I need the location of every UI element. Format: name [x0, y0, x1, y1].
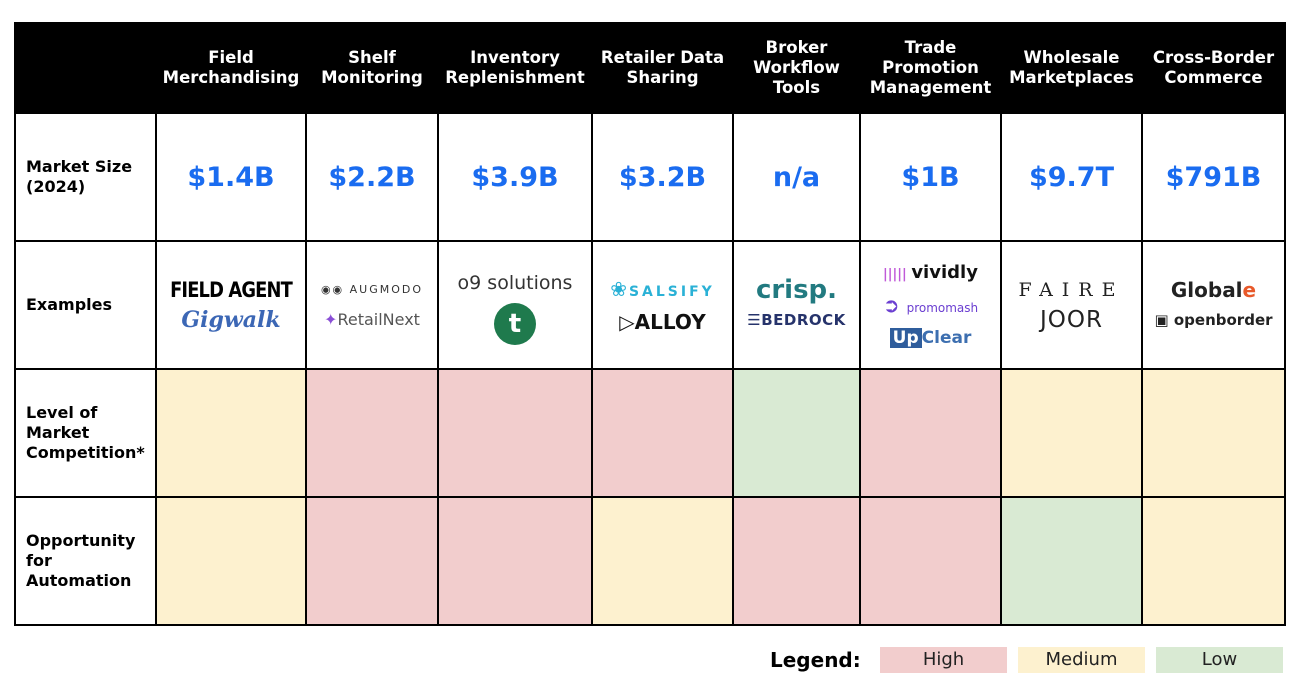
- legend: Legend: High Medium Low: [770, 646, 1294, 674]
- automation-cell: [437, 496, 593, 626]
- row-label-automation: Opportunity for Automation: [14, 496, 157, 626]
- column-header: Shelf Monitoring: [305, 22, 439, 114]
- legend-title: Legend:: [770, 648, 861, 672]
- column-header: Field Merchandising: [155, 22, 307, 114]
- legend-high: High: [880, 647, 1007, 673]
- header-row: Field Merchandising Shelf Monitoring Inven…: [14, 22, 1286, 114]
- market-size-value: $791B: [1141, 112, 1286, 242]
- market-size-value: n/a: [732, 112, 861, 242]
- market-comparison-table: Field Merchandising Shelf Monitoring Inven…: [14, 22, 1286, 626]
- competition-cell: [1141, 368, 1286, 498]
- salsify-logo: ❀SALSIFY: [610, 276, 715, 301]
- upclear-logo: Up Clear: [861, 326, 1000, 350]
- column-header: Broker Workflow Tools: [732, 22, 861, 114]
- competition-cell: [437, 368, 593, 498]
- competition-cell: [1000, 368, 1143, 498]
- column-header: Retailer Data Sharing: [591, 22, 734, 114]
- global-e-logo: Globale: [1170, 278, 1257, 302]
- faire-logo: FAIRE: [1018, 279, 1125, 301]
- examples-cell: ❀SALSIFY ▷ALLOY: [591, 240, 734, 370]
- bedrock-logo: ☰BEDROCK: [747, 311, 846, 329]
- market-size-value: $3.9B: [437, 112, 593, 242]
- market-size-value: $2.2B: [305, 112, 439, 242]
- examples-cell: ◉◉ AUGMODO ✦RetailNext: [305, 240, 439, 370]
- examples-cell: o9 solutions t: [437, 240, 593, 370]
- competition-cell: [859, 368, 1002, 498]
- salsify-flower-icon: ❀: [610, 276, 629, 301]
- automation-cell: [1000, 496, 1143, 626]
- competition-cell: [305, 368, 439, 498]
- examples-cell: FIELD AGENT Gigwalk: [155, 240, 307, 370]
- openborder-box-icon: ▣: [1154, 311, 1174, 329]
- competition-row: Level of Market Competition*: [14, 368, 1286, 498]
- promomash-mark-icon: ➲: [882, 292, 907, 317]
- automation-cell: [859, 496, 1002, 626]
- crisp-logo: crisp.: [755, 275, 838, 305]
- corner-cell: [14, 22, 157, 114]
- openborder-logo: ▣ openborder: [1154, 311, 1273, 329]
- t-logo-icon: t: [494, 303, 536, 345]
- column-header: Cross-Border Commerce: [1141, 22, 1286, 114]
- competition-cell: [155, 368, 307, 498]
- column-header: Wholesale Marketplaces: [1000, 22, 1143, 114]
- examples-cell: ||||| vividly ➲ promomash Up Clear: [859, 240, 1002, 370]
- examples-cell: Globale ▣ openborder: [1141, 240, 1286, 370]
- retailnext-mark-icon: ✦: [324, 310, 338, 329]
- market-size-value: $1B: [859, 112, 1002, 242]
- row-label-market-size: Market Size (2024): [14, 112, 157, 242]
- o9-solutions-logo: o9 solutions: [457, 272, 573, 294]
- examples-cell: FAIRE JOOR: [1000, 240, 1143, 370]
- market-size-value: $1.4B: [155, 112, 307, 242]
- row-label-competition: Level of Market Competition*: [14, 368, 157, 498]
- joor-logo: JOOR: [1040, 307, 1103, 333]
- bedrock-bars-icon: ☰: [747, 311, 762, 329]
- augmodo-logo: ◉◉ AUGMODO: [320, 283, 424, 296]
- market-size-row: Market Size (2024) $1.4B $2.2B $3.9B $3.…: [14, 112, 1286, 242]
- automation-cell: [1141, 496, 1286, 626]
- competition-cell: [732, 368, 861, 498]
- row-label-examples: Examples: [14, 240, 157, 370]
- automation-cell: [732, 496, 861, 626]
- automation-cell: [591, 496, 734, 626]
- column-header: Trade Promotion Management: [859, 22, 1002, 114]
- competition-cell: [591, 368, 734, 498]
- automation-row: Opportunity for Automation: [14, 496, 1286, 626]
- automation-cell: [155, 496, 307, 626]
- vividly-bars-icon: |||||: [883, 266, 912, 282]
- legend-low: Low: [1156, 647, 1283, 673]
- market-size-value: $3.2B: [591, 112, 734, 242]
- field-agent-logo: FIELD AGENT: [170, 278, 293, 302]
- examples-row: Examples FIELD AGENT Gigwalk ◉◉ AUGMODO …: [14, 240, 1286, 370]
- promomash-logo: ➲ promomash: [882, 292, 979, 317]
- examples-cell: crisp. ☰BEDROCK: [732, 240, 861, 370]
- legend-medium: Medium: [1018, 647, 1145, 673]
- augmodo-mark-icon: ◉◉: [320, 283, 350, 296]
- column-header: Inventory Replenishment: [437, 22, 593, 114]
- retailnext-logo: ✦RetailNext: [324, 310, 420, 329]
- alloy-logo: ▷ALLOY: [619, 309, 706, 334]
- automation-cell: [305, 496, 439, 626]
- alloy-arrow-icon: ▷: [619, 309, 635, 334]
- gigwalk-logo: Gigwalk: [181, 307, 281, 333]
- vividly-logo: ||||| vividly: [883, 261, 978, 283]
- market-size-value: $9.7T: [1000, 112, 1143, 242]
